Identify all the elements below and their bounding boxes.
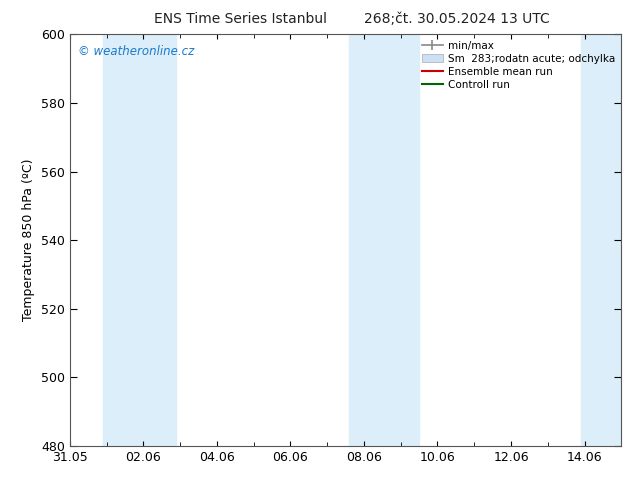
Bar [103, 34, 176, 446]
Y-axis label: Temperature 850 hPa (ºC): Temperature 850 hPa (ºC) [22, 159, 36, 321]
Bar [581, 34, 621, 446]
Text: 268;čt. 30.05.2024 13 UTC: 268;čt. 30.05.2024 13 UTC [364, 12, 549, 26]
Text: © weatheronline.cz: © weatheronline.cz [78, 45, 194, 58]
Legend: min/max, Sm  283;rodatn acute; odchylka, Ensemble mean run, Controll run: min/max, Sm 283;rodatn acute; odchylka, … [418, 36, 619, 94]
Bar [349, 34, 419, 446]
Text: ENS Time Series Istanbul: ENS Time Series Istanbul [155, 12, 327, 26]
